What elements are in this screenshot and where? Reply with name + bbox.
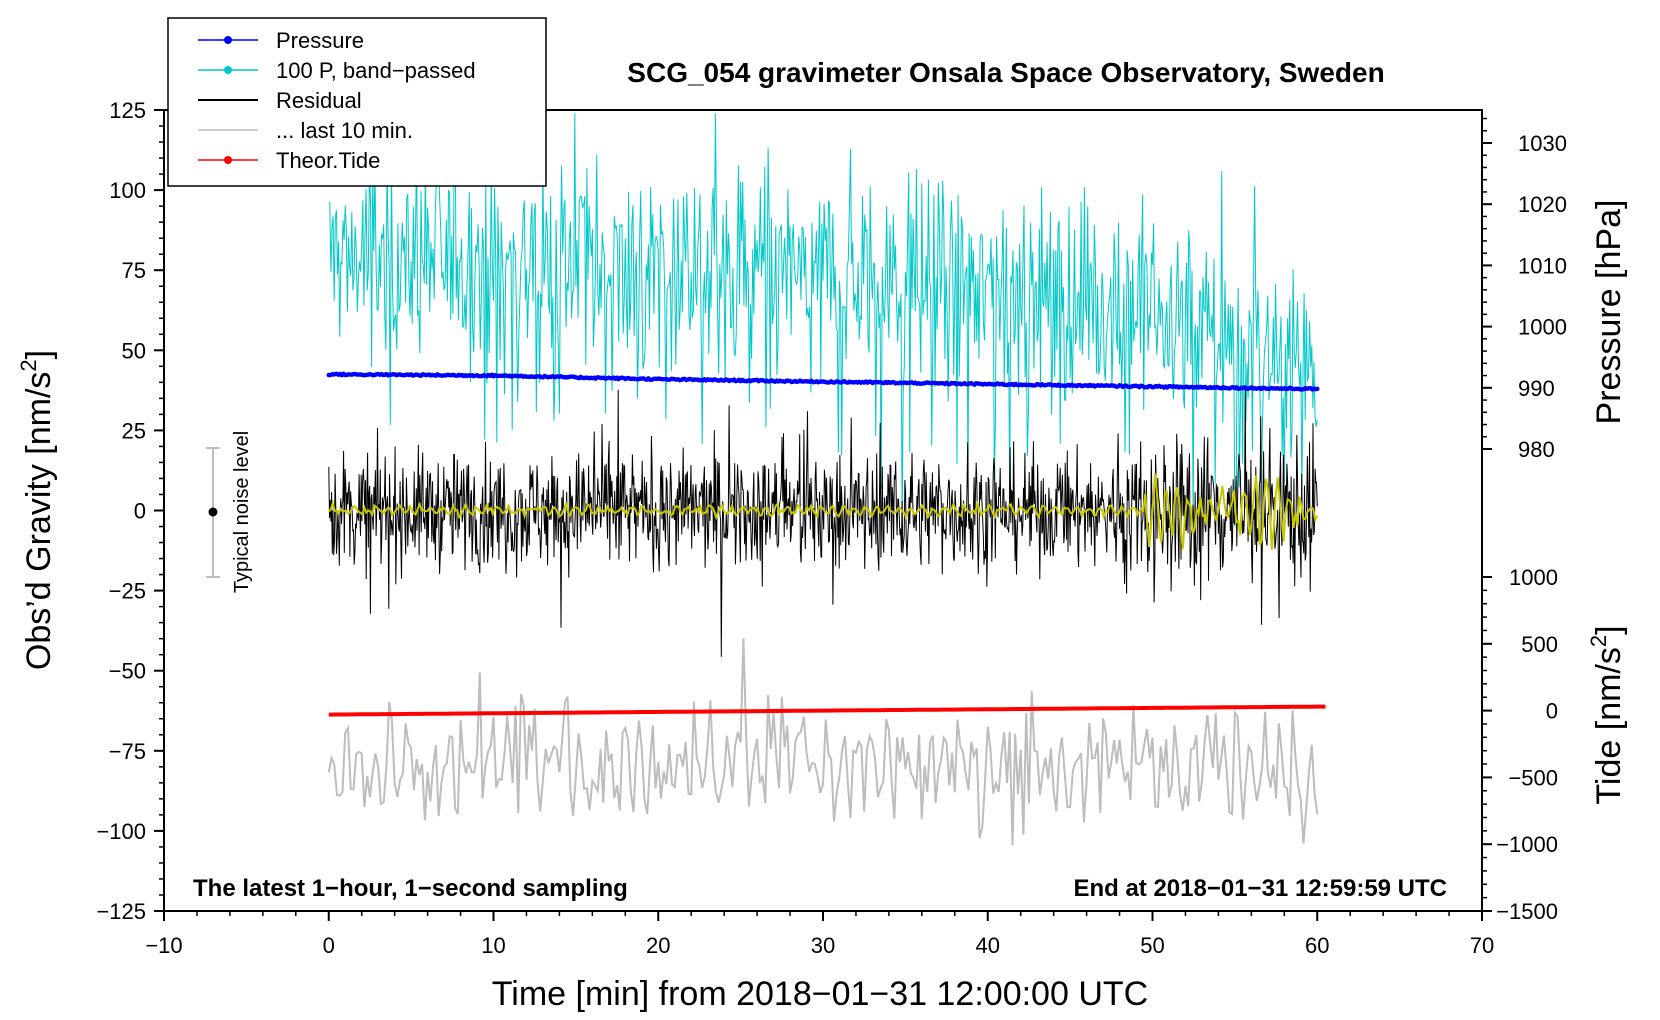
y-axis-title-tide-end: ] <box>1590 625 1628 634</box>
series-pressure-dots <box>326 371 1320 392</box>
tide-tick-label: 0 <box>1546 699 1558 724</box>
x-tick-label: 50 <box>1140 933 1164 958</box>
x-tick-label: 10 <box>481 933 505 958</box>
y-tick-label-left: 100 <box>109 178 146 203</box>
legend-label: 100 P, band−passed <box>276 58 476 83</box>
pressure-tick-label: 990 <box>1518 376 1555 401</box>
y-tick-label-left: 0 <box>134 499 146 524</box>
note-right: End at 2018−01−31 12:59:59 UTC <box>1073 875 1447 902</box>
legend-box <box>167 17 547 187</box>
pressure-tick-label: 980 <box>1518 437 1555 462</box>
y-axis-title-tide-main: Tide [nm/s <box>1590 647 1628 804</box>
x-tick-label: 20 <box>646 933 670 958</box>
series-layer <box>326 113 1326 846</box>
x-tick-label: 40 <box>976 933 1000 958</box>
y-tick-label-left: −75 <box>109 739 146 764</box>
y-axis-title-left-main: Obs’d Gravity [nm/s <box>20 372 58 671</box>
y-tick-label-left: 25 <box>122 418 146 443</box>
tide-tick-label: 1000 <box>1509 565 1558 590</box>
axes-layer: −10 0 10 20 30 40 50 60 701251007550250−25−50−75… <box>96 98 1567 958</box>
y-tick-label-left: −100 <box>96 819 146 844</box>
tide-tick-label: 500 <box>1521 632 1558 657</box>
y-axis-title-tide: Tide [nm/s2] <box>1586 625 1628 804</box>
series-residual-line <box>328 388 1318 657</box>
y-tick-label-left: 75 <box>122 258 146 283</box>
x-tick-label: 30 <box>811 933 835 958</box>
y-tick-label-left: −50 <box>109 659 146 684</box>
tide-tick-label: −500 <box>1508 765 1558 790</box>
pressure-tick-label: 1030 <box>1518 131 1567 156</box>
x-tick-label: 0 <box>323 933 335 958</box>
y-axis-title-left-end: ] <box>20 350 58 359</box>
x-tick-label: −10 <box>145 933 182 958</box>
x-axis-title: Time [min] from 2018−01−31 12:00:00 UTC <box>492 975 1148 1013</box>
x-tick-label: 70 <box>1470 933 1494 958</box>
tide-tick-label: −1500 <box>1496 899 1558 924</box>
pressure-tick-label: 1020 <box>1518 192 1567 217</box>
tide-tick-label: −1000 <box>1496 832 1558 857</box>
legend: Pressure 100 P, band−passed Residual ... la… <box>167 17 547 187</box>
pressure-tick-label: 1000 <box>1518 315 1567 340</box>
x-tick-label: 60 <box>1305 933 1329 958</box>
y-tick-label-left: 125 <box>109 98 146 123</box>
series-last10-line <box>327 638 1319 846</box>
noise-center-dot <box>208 507 218 517</box>
legend-marker <box>224 66 232 74</box>
y-tick-label-left: −125 <box>96 899 146 924</box>
note-left: The latest 1−hour, 1−second sampling <box>193 875 628 902</box>
y-axis-title-left-sup: 2 <box>16 359 41 371</box>
legend-marker <box>224 36 232 44</box>
y-axis-title-left: Obs’d Gravity [nm/s2] <box>16 350 58 670</box>
y-axis-title-pressure: Pressure [hPa] <box>1590 200 1628 425</box>
noise-label: Typical noise level <box>231 431 253 593</box>
series-tide-line <box>328 704 1326 717</box>
y-tick-label-left: −25 <box>109 579 146 604</box>
noise-indicator: Typical noise level <box>206 431 253 593</box>
series-bandpassed-line <box>328 113 1318 527</box>
chart-title: SCG_054 gravimeter Onsala Space Observat… <box>627 57 1384 88</box>
y-axis-title-tide-sup: 2 <box>1586 635 1611 647</box>
legend-label: Pressure <box>276 28 364 53</box>
series-smoothed-line <box>328 473 1319 550</box>
y-tick-label-left: 50 <box>122 338 146 363</box>
pressure-tick-label: 1010 <box>1518 253 1567 278</box>
legend-label: Residual <box>276 88 362 113</box>
legend-marker <box>224 156 232 164</box>
legend-label: Theor.Tide <box>276 148 380 173</box>
legend-label: ... last 10 min. <box>276 118 413 143</box>
